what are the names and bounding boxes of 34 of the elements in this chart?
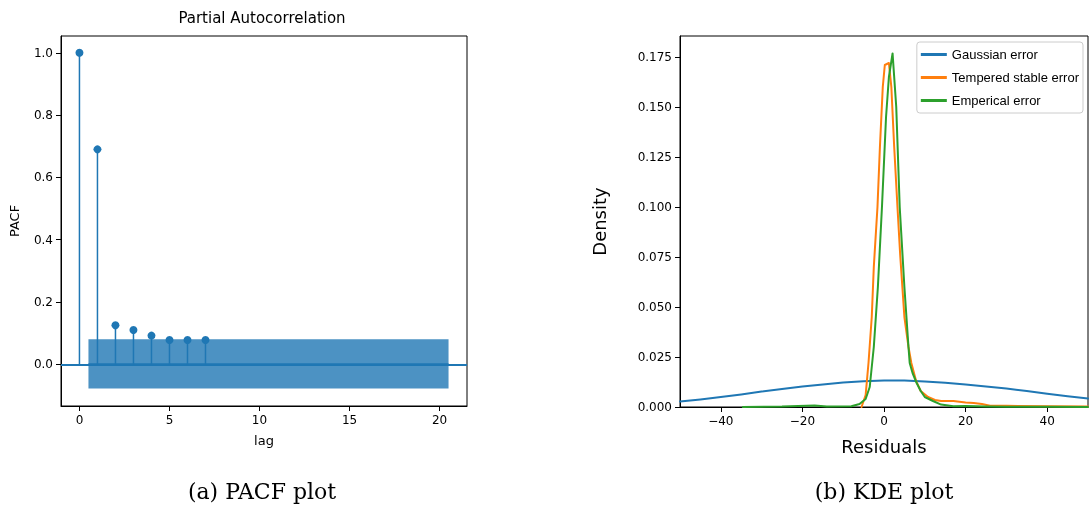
y-axis-title: PACF [7, 204, 22, 238]
legend-label: Gaussian error [951, 47, 1039, 62]
text: (b) KDE plot [814, 478, 954, 504]
y-tick-label: 0.150 [637, 100, 672, 114]
x-tick-label: −40 [708, 414, 734, 428]
y-tick-label: 0.2 [33, 294, 53, 309]
y-tick-label: 0.4 [33, 232, 53, 247]
y-tick-label: 0.075 [637, 250, 672, 264]
x-tick-label: −20 [789, 414, 816, 428]
x-axis-title: Residuals [841, 435, 927, 457]
legend-label: Tempered stable error [951, 70, 1080, 85]
x-tick-label: 20 [957, 414, 974, 428]
x-tick-label: 0 [75, 413, 84, 427]
x-tick-label: 10 [251, 413, 268, 427]
y-tick-label: 0.000 [637, 400, 672, 414]
x-axis-title: lag [254, 433, 274, 448]
x-tick-label: 15 [341, 413, 358, 427]
chart-title: Partial Autocorrelation [178, 8, 346, 27]
y-tick-label: 0.8 [33, 108, 53, 123]
y-tick-label: 0.100 [637, 200, 672, 214]
y-tick-label: 0.6 [33, 170, 53, 185]
y-axis-title: Density [588, 186, 610, 256]
y-tick-label: 1.0 [33, 45, 53, 60]
y-tick-label: 0.025 [637, 350, 672, 364]
y-tick-label: 0.175 [637, 50, 672, 64]
y-tick-label: 0.0 [33, 357, 53, 372]
x-tick-label: 5 [165, 413, 174, 427]
legend-label: Emperical error [951, 93, 1042, 108]
text: (a) PACF plot [187, 478, 337, 504]
x-tick-label: 20 [431, 413, 448, 427]
x-tick-label: 40 [1039, 414, 1055, 428]
x-tick-label: 0 [880, 414, 888, 428]
y-tick-label: 0.125 [637, 150, 672, 164]
y-tick-label: 0.050 [637, 300, 672, 314]
